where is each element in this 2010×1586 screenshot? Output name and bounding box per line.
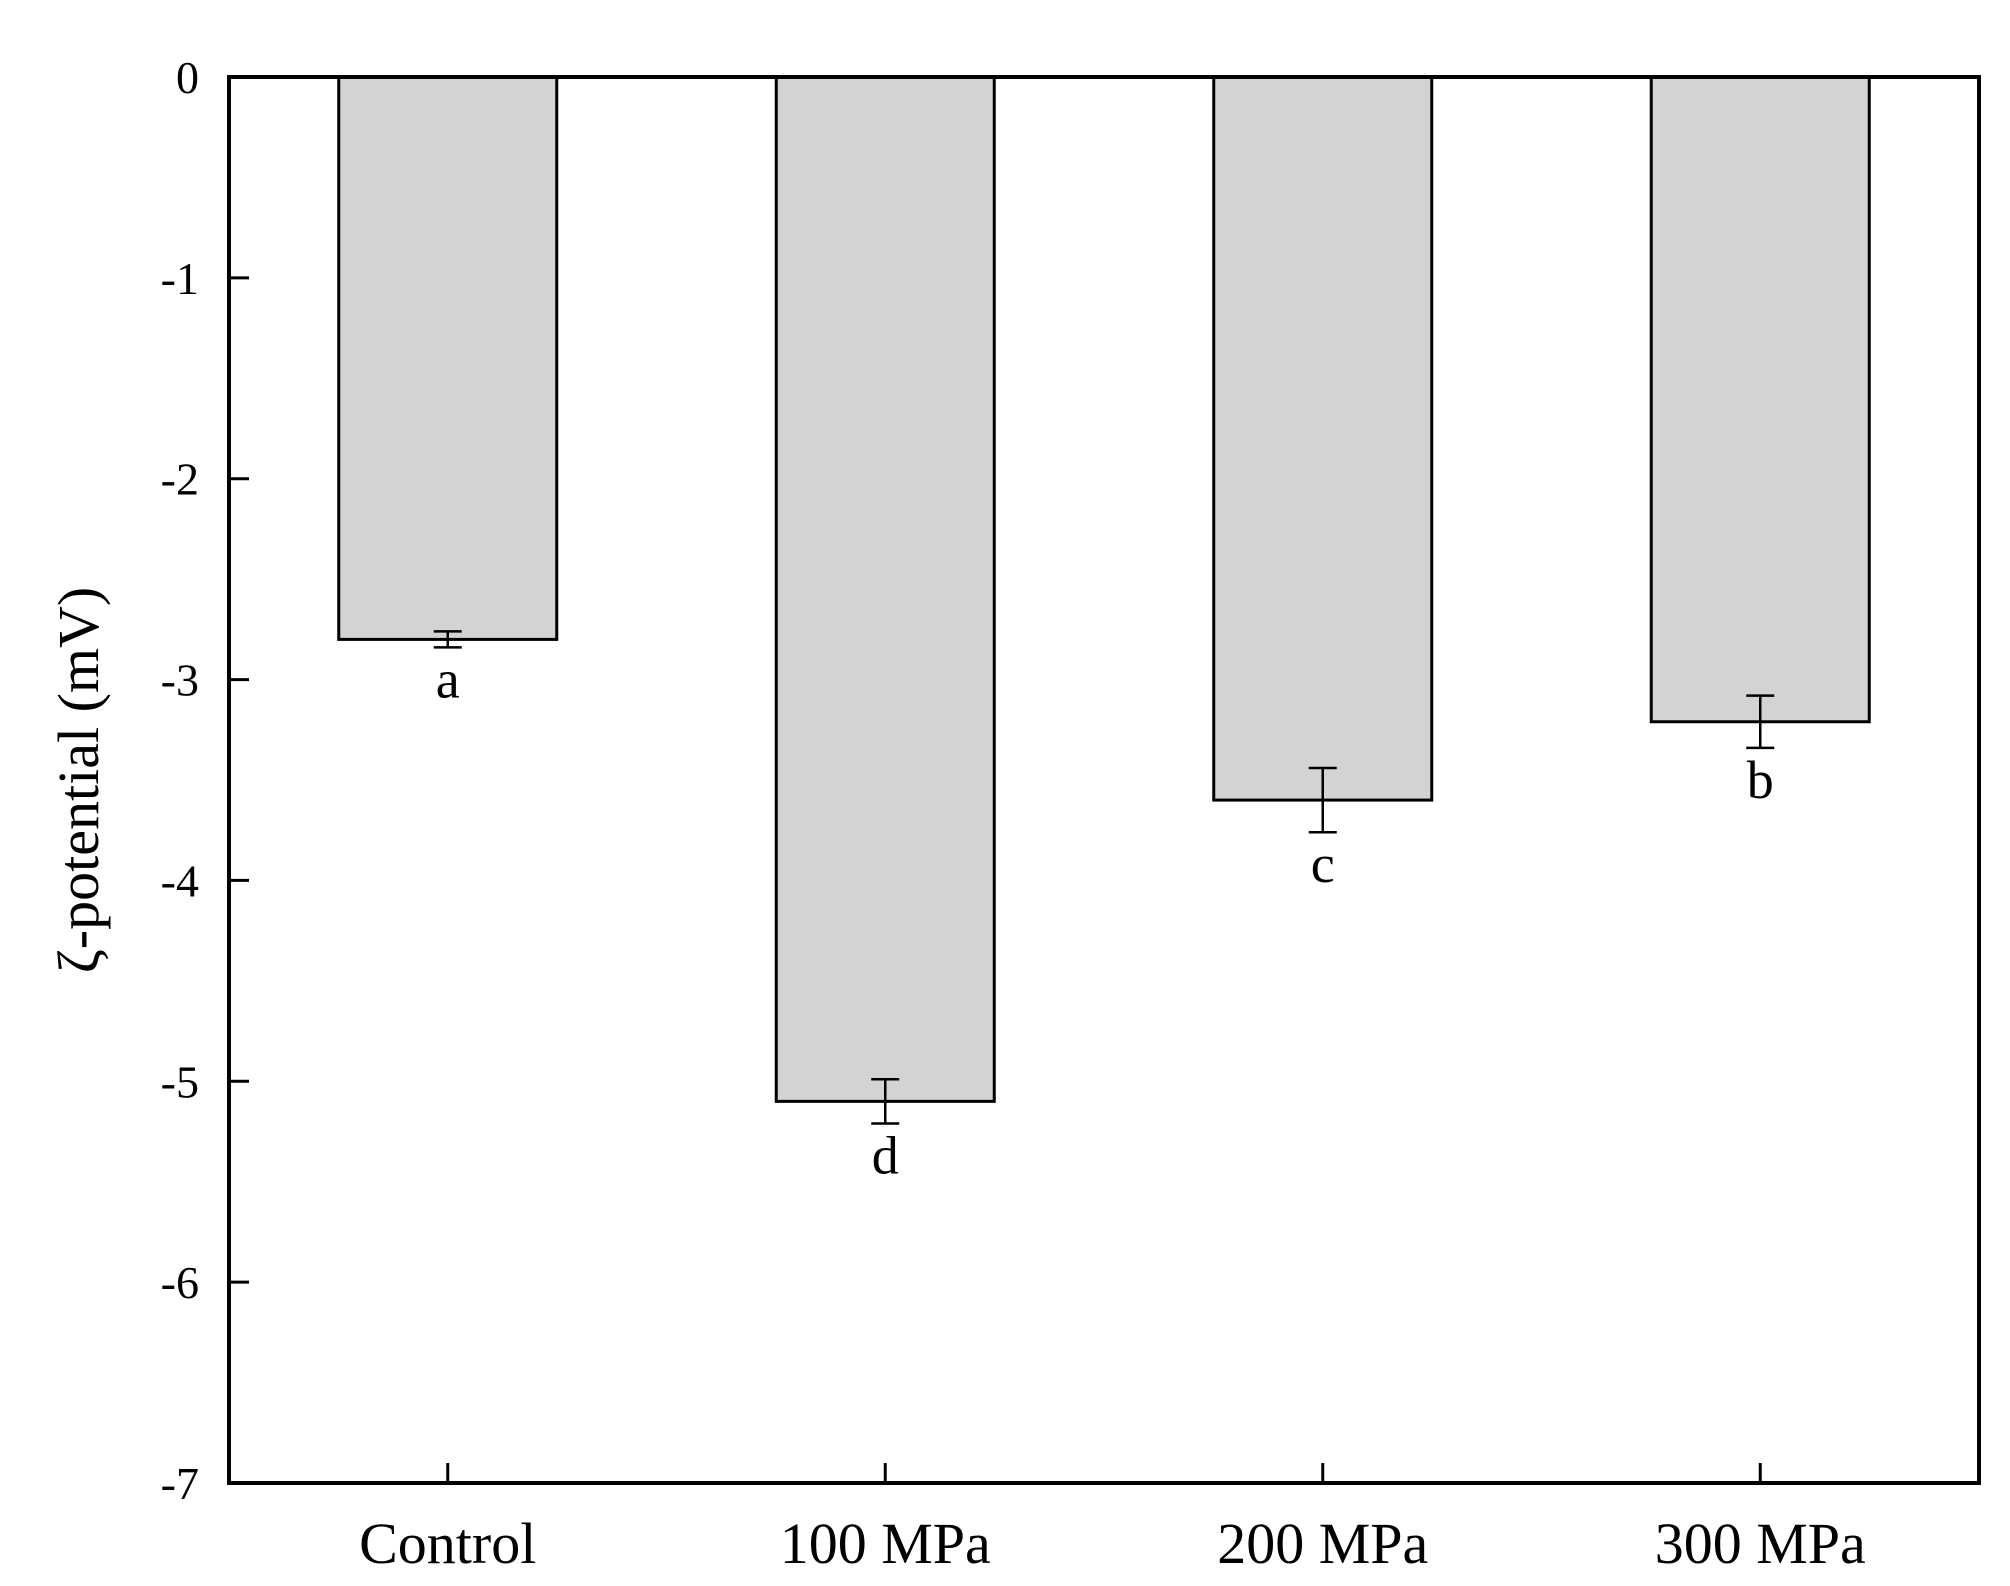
significance-letter: c [1311, 834, 1335, 894]
bar [337, 75, 559, 641]
y-tick-label: -6 [161, 1257, 199, 1308]
y-tick-label: -2 [161, 454, 199, 505]
y-tick-label: -7 [161, 1458, 199, 1509]
x-tick-label: 100 MPa [780, 1511, 991, 1576]
y-tick-label: -4 [161, 855, 199, 906]
x-tick-label: 200 MPa [1217, 1511, 1428, 1576]
y-axis-title: ζ-potential (mV) [46, 587, 111, 973]
significance-letter: b [1747, 750, 1774, 810]
y-tick-label: -1 [161, 253, 199, 304]
y-tick-label: 0 [176, 52, 199, 103]
significance-letter: a [436, 649, 460, 709]
bar [1649, 75, 1871, 724]
error-bars-layer [433, 630, 1775, 1125]
bar [774, 75, 996, 1103]
x-tick-label: 300 MPa [1655, 1511, 1866, 1576]
x-ticks-layer: Control 100 MPa 200 MPa 300 MPa [359, 1463, 1866, 1576]
bars-layer [337, 75, 1871, 1103]
y-ticks-layer: 0 -1 -2 -3 -4 -5 -6 -7 [161, 52, 249, 1509]
bar [1212, 75, 1434, 802]
y-tick-label: -5 [161, 1056, 199, 1107]
significance-letter: d [872, 1125, 899, 1185]
significance-letters-layer: a d c b [436, 649, 1774, 1185]
y-tick-label: -3 [161, 655, 199, 706]
plot-frame [227, 75, 1981, 1485]
x-tick-label: Control [359, 1511, 536, 1576]
